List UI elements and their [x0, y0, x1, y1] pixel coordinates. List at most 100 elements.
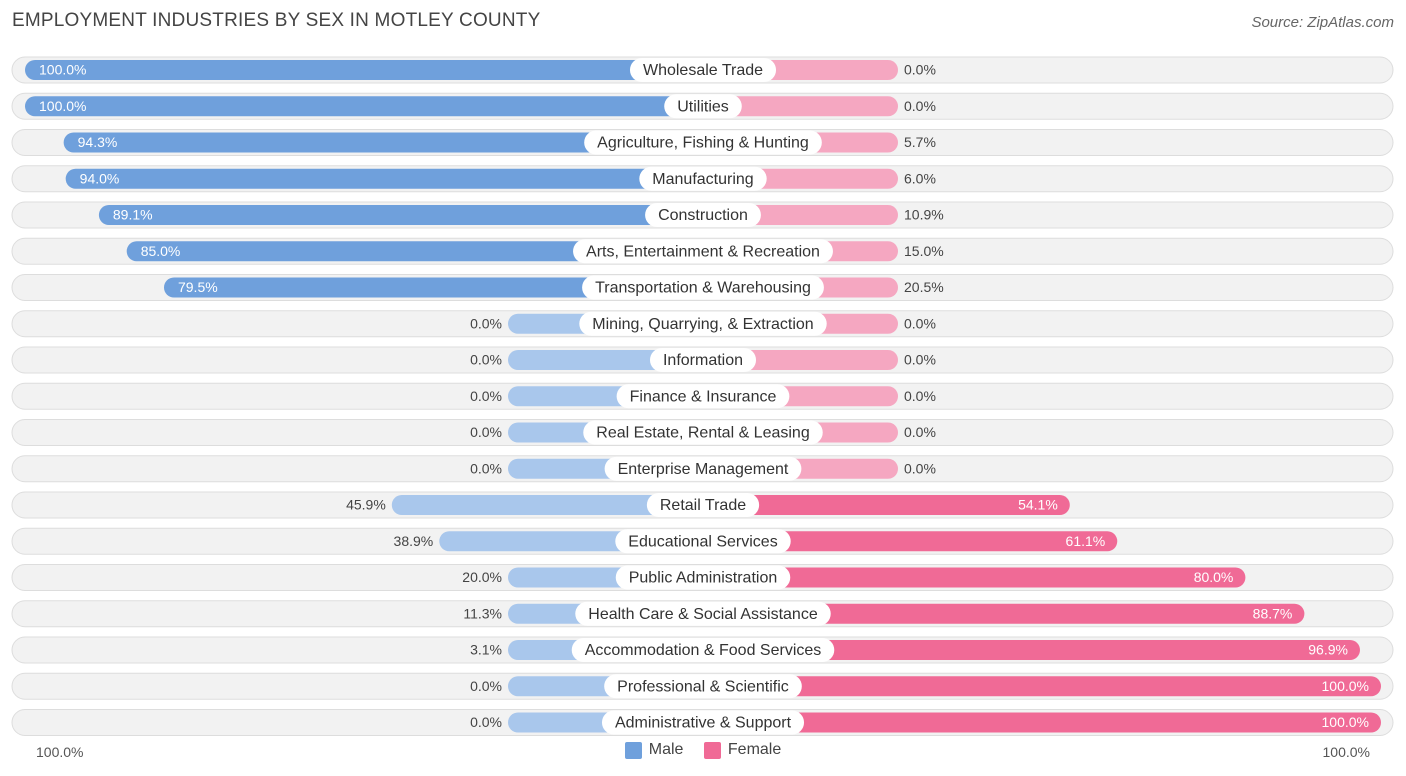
- female-bar: [703, 712, 1381, 733]
- category-label: Finance & Insurance: [630, 388, 777, 405]
- female-value-label: 0.0%: [904, 315, 936, 331]
- category-label: Transportation & Warehousing: [595, 280, 811, 297]
- female-value-label: 100.0%: [1322, 678, 1369, 694]
- category-label: Accommodation & Food Services: [585, 642, 822, 659]
- category-label: Real Estate, Rental & Leasing: [596, 425, 809, 442]
- category-pill: [664, 94, 742, 119]
- source-label: Source: ZipAtlas.com: [1251, 14, 1394, 31]
- category-label: Professional & Scientific: [617, 678, 789, 695]
- category-label: Manufacturing: [652, 171, 753, 188]
- legend-item-male: Male: [624, 741, 684, 759]
- male-bar: [25, 60, 703, 80]
- male-value-label: 89.1%: [113, 207, 153, 223]
- category-label: Utilities: [677, 98, 729, 115]
- diverging-bar-chart: 100.0% 0.0% Wholesale Trade 100.0% 0.0% Utili…: [11, 56, 1394, 736]
- male-value-label: 38.9%: [394, 533, 434, 549]
- category-label: Wholesale Trade: [643, 62, 763, 79]
- category-pill: [615, 565, 791, 590]
- category-pill: [583, 420, 823, 445]
- category-pill: [645, 203, 761, 227]
- axis-right-label: 100.0%: [1322, 744, 1370, 760]
- category-pill: [579, 311, 827, 336]
- category-pill: [604, 456, 802, 481]
- female-value-label: 0.0%: [904, 424, 936, 440]
- male-value-label: 100.0%: [39, 98, 86, 114]
- female-value-label: 6.0%: [904, 170, 936, 186]
- male-value-label: 0.0%: [470, 424, 502, 440]
- male-value-label: 20.0%: [462, 569, 502, 585]
- male-bar: [63, 132, 704, 153]
- legend-swatch-male: [624, 741, 642, 759]
- male-value-label: 0.0%: [470, 315, 502, 331]
- legend-label-female: Female: [727, 741, 782, 758]
- category-label: Retail Trade: [660, 497, 746, 514]
- female-value-label: 20.5%: [904, 279, 944, 295]
- category-pill: [582, 275, 824, 300]
- category-label: Arts, Entertainment & Recreation: [586, 243, 820, 260]
- chart-title: EMPLOYMENT INDUSTRIES BY SEX IN MOTLEY C…: [12, 10, 541, 31]
- male-value-label: 0.0%: [470, 352, 502, 368]
- male-value-label: 94.3%: [78, 134, 118, 150]
- female-value-label: 0.0%: [904, 460, 936, 476]
- female-value-label: 0.0%: [904, 352, 936, 368]
- male-bar: [163, 277, 704, 298]
- axis-left-label: 100.0%: [36, 744, 84, 760]
- female-bar: [703, 96, 898, 117]
- male-bar: [65, 168, 704, 189]
- category-label: Agriculture, Fishing & Hunting: [597, 135, 809, 152]
- male-bar: [126, 241, 703, 262]
- female-value-label: 0.0%: [904, 98, 936, 114]
- male-bar: [98, 205, 704, 225]
- category-label: Health Care & Social Assistance: [588, 606, 818, 623]
- female-value-label: 0.0%: [904, 388, 936, 404]
- male-bar: [25, 96, 703, 117]
- category-pill: [646, 493, 760, 517]
- legend: Male Female: [0, 741, 1406, 764]
- female-bar: [703, 567, 1246, 588]
- male-value-label: 11.3%: [463, 605, 502, 621]
- legend-label-male: Male: [648, 741, 684, 758]
- category-pill: [575, 601, 831, 626]
- male-value-label: 0.0%: [470, 388, 502, 404]
- category-pill: [573, 239, 833, 264]
- female-bar: [703, 640, 1360, 660]
- male-value-label: 100.0%: [39, 62, 86, 78]
- legend-item-female: Female: [703, 741, 782, 759]
- female-value-label: 61.1%: [1066, 533, 1106, 549]
- category-pill: [615, 529, 791, 554]
- category-label: Construction: [658, 207, 748, 224]
- male-value-label: 79.5%: [178, 279, 218, 295]
- female-bar: [703, 495, 1070, 515]
- female-value-label: 54.1%: [1018, 497, 1058, 513]
- female-value-label: 15.0%: [904, 243, 944, 259]
- category-label: Administrative & Support: [615, 715, 792, 732]
- category-pill: [639, 166, 767, 191]
- category-pill: [604, 674, 802, 699]
- female-value-label: 96.9%: [1308, 642, 1348, 658]
- category-pill: [571, 638, 835, 662]
- category-pill: [584, 130, 822, 155]
- female-value-label: 0.0%: [904, 62, 936, 78]
- category-label: Public Administration: [629, 570, 778, 587]
- category-pill: [601, 710, 805, 735]
- male-value-label: 0.0%: [470, 678, 502, 694]
- male-value-label: 85.0%: [141, 243, 181, 259]
- male-value-label: 3.1%: [470, 642, 502, 658]
- male-value-label: 45.9%: [346, 497, 386, 513]
- female-bar: [703, 531, 1118, 552]
- female-value-label: 5.7%: [904, 134, 936, 150]
- category-label: Enterprise Management: [618, 461, 789, 478]
- category-label: Educational Services: [628, 533, 777, 550]
- legend-swatch-female: [703, 741, 721, 759]
- category-pill: [629, 58, 777, 82]
- category-label: Mining, Quarrying, & Extraction: [592, 316, 813, 333]
- male-bar: [391, 495, 703, 515]
- female-bar: [703, 603, 1305, 624]
- female-bar: [703, 676, 1381, 697]
- female-value-label: 100.0%: [1322, 714, 1369, 730]
- category-pill: [649, 348, 757, 372]
- female-value-label: 88.7%: [1253, 605, 1293, 621]
- male-value-label: 94.0%: [80, 170, 120, 186]
- category-pill: [616, 384, 790, 409]
- category-label: Information: [663, 352, 743, 369]
